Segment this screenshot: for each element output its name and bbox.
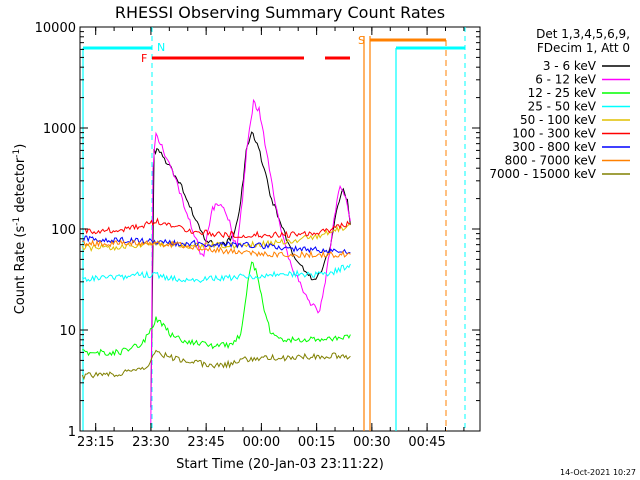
x-tick-label: 00:15 (298, 435, 335, 450)
y-tick-label: 100 (51, 223, 76, 238)
night-flag-label: N (157, 41, 165, 54)
y-tick-label: 10 (59, 324, 76, 339)
y-tick-label: 1000 (43, 122, 76, 137)
legend-label: 3 - 6 keV (543, 59, 597, 73)
series-line-12-25keV (82, 261, 351, 357)
x-tick-label: 00:45 (408, 435, 445, 450)
event-markers: N F S (82, 27, 466, 431)
x-tick-label: 00:00 (243, 435, 280, 450)
y-tick-label: 1 (68, 425, 76, 440)
legend-label: 100 - 300 keV (512, 127, 596, 141)
series-line-800-7000keV (82, 239, 351, 259)
x-tick-label: 23:45 (187, 435, 224, 450)
series-line-100-300keV (82, 217, 351, 239)
plot-frame (79, 26, 481, 432)
legend-label: 12 - 25 keV (528, 86, 597, 100)
legend-label: 6 - 12 keV (535, 73, 597, 87)
series-layer (81, 98, 351, 425)
series-line-6-12keV (150, 98, 351, 425)
legend-label: 7000 - 15000 keV (489, 167, 596, 181)
series-line-25-50keV (82, 263, 351, 283)
footer-date: 14-Oct-2021 10:27 (560, 468, 636, 477)
legend: Det 1,3,4,5,6,9, FDecim 1, Att 0 3 - 6 k… (489, 27, 630, 181)
saa-flag-label: S (358, 34, 365, 47)
x-tick-label: 23:30 (132, 435, 169, 450)
series-line-7000-15000keV (81, 349, 351, 381)
series-line-3-6keV (150, 131, 351, 408)
series-line-300-800keV (82, 235, 351, 255)
chart-title: RHESSI Observing Summary Count Rates (115, 3, 445, 22)
x-tick-label: 23:15 (77, 435, 114, 450)
legend-label: 300 - 800 keV (512, 140, 596, 154)
x-axis-title: Start Time (20-Jan-03 23:11:22) (176, 457, 384, 472)
legend-header-line-1: Det 1,3,4,5,6,9, (536, 27, 630, 41)
legend-header-line-2: FDecim 1, Att 0 (537, 41, 630, 55)
axes-layer: 1 10 100 1000 10000 23:15 23:30 23:45 00:00 00:15… (35, 21, 480, 450)
x-tick-label: 00:30 (353, 435, 390, 450)
flare-flag-label: F (141, 52, 147, 65)
y-axis-title: Count Rate (s-1 detector-1) (12, 144, 28, 315)
legend-label: 50 - 100 keV (520, 113, 597, 127)
y-tick-label: 10000 (35, 21, 76, 36)
legend-label: 800 - 7000 keV (505, 154, 597, 168)
legend-label: 25 - 50 keV (528, 100, 597, 114)
